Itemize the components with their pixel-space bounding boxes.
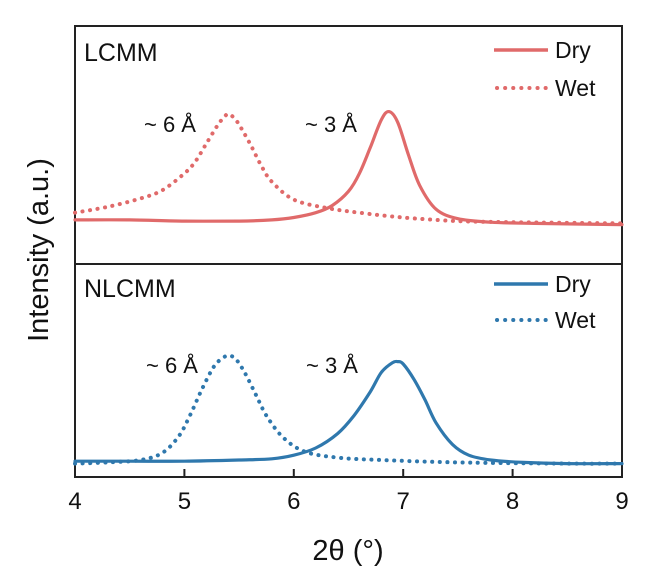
legend-nlcmm: Dry Wet <box>494 271 596 333</box>
legend-nlcmm-dry-label: Dry <box>555 271 591 297</box>
x-axis: 4 5 6 7 8 9 <box>68 469 629 515</box>
x-axis-title: 2θ (°) <box>312 535 383 567</box>
x-tick-label-7: 7 <box>397 488 410 515</box>
series-line-nlcmm-wet <box>73 353 624 466</box>
annotation-nlcmm-6a: ~ 6 Å <box>146 353 198 378</box>
panel-label-lcmm: LCMM <box>84 39 158 67</box>
series-line-lcmm-wet <box>73 112 624 226</box>
y-axis-title: Intensity (a.u.) <box>23 158 55 342</box>
series-line-nlcmm-dry <box>73 359 624 466</box>
annotation-nlcmm-3a: ~ 3 Å <box>306 353 358 378</box>
legend-lcmm: Dry Wet <box>494 37 596 101</box>
panel-nlcmm-frame <box>74 263 623 478</box>
series-line-lcmm-dry <box>73 109 624 227</box>
panel-label-nlcmm: NLCMM <box>84 275 176 303</box>
x-tick-label-8: 8 <box>506 488 519 515</box>
legend-lcmm-dry-label: Dry <box>555 37 591 63</box>
annotation-lcmm-6a: ~ 6 Å <box>144 112 196 137</box>
x-tick-label-4: 4 <box>68 488 81 515</box>
annotation-lcmm-3a: ~ 3 Å <box>305 112 357 137</box>
legend-nlcmm-wet-label: Wet <box>555 307 596 333</box>
x-tick-label-9: 9 <box>615 488 628 515</box>
x-tick-label-5: 5 <box>178 488 191 515</box>
series-layer <box>73 109 624 466</box>
x-tick-label-6: 6 <box>287 488 300 515</box>
legend-lcmm-wet-label: Wet <box>555 75 596 101</box>
